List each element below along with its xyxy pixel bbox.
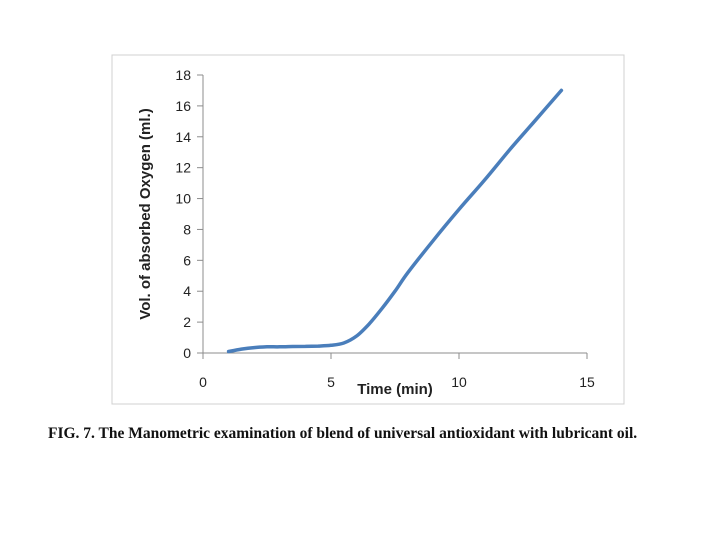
x-axis-ticks: 0 5 10 15 xyxy=(199,353,595,390)
y-tick-label: 12 xyxy=(175,160,191,176)
x-tick-label: 5 xyxy=(327,374,335,390)
series-layer xyxy=(226,88,564,354)
y-tick-label: 6 xyxy=(183,252,191,268)
x-tick-label: 15 xyxy=(579,374,595,390)
y-axis-ticks: 0 2 4 6 8 10 12 14 16 18 xyxy=(175,67,203,361)
x-tick-label: 0 xyxy=(199,374,207,390)
x-tick-label: 10 xyxy=(451,374,467,390)
y-axis-title: Vol. of absorbed Oxygen (ml.) xyxy=(137,108,154,319)
series-line xyxy=(226,88,564,354)
y-tick-label: 14 xyxy=(175,129,191,145)
x-axis-title: Time (min) xyxy=(357,381,433,398)
figure-caption: FIG. 7. The Manometric examination of bl… xyxy=(48,425,638,442)
y-tick-label: 0 xyxy=(183,345,191,361)
y-tick-label: 16 xyxy=(175,98,191,114)
y-tick-label: 18 xyxy=(175,67,191,83)
y-tick-label: 8 xyxy=(183,221,191,237)
y-tick-label: 2 xyxy=(183,314,191,330)
y-tick-label: 10 xyxy=(175,191,191,207)
y-tick-label: 4 xyxy=(183,283,191,299)
